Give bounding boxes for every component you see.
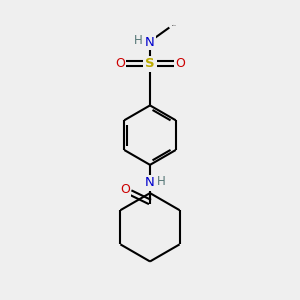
Text: H: H xyxy=(157,175,166,188)
Text: O: O xyxy=(115,57,125,70)
Text: N: N xyxy=(145,176,155,189)
Text: S: S xyxy=(145,57,155,70)
Text: O: O xyxy=(175,57,185,70)
Text: O: O xyxy=(120,183,130,196)
Text: methyl: methyl xyxy=(172,25,177,26)
Text: N: N xyxy=(145,36,155,49)
Text: H: H xyxy=(134,34,143,47)
